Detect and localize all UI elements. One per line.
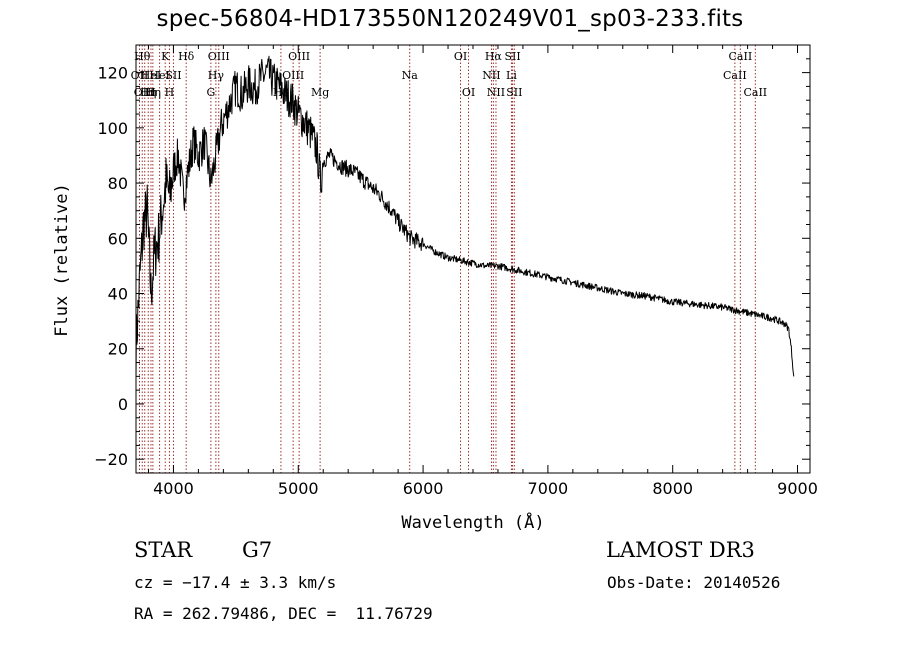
line-label-13: OIII bbox=[208, 50, 230, 63]
axis-tick-labels: 4000 5000 6000 7000 8000 9000 −20 0 20 40 60 80 100 1… bbox=[94, 64, 818, 498]
line-label-29: CaII bbox=[743, 86, 767, 99]
survey-name: LAMOST DR3 bbox=[606, 538, 755, 562]
line-label-18: Na bbox=[402, 69, 419, 82]
object-type: STAR bbox=[134, 538, 193, 562]
line-label-21: NII bbox=[482, 69, 500, 82]
spectrum-title: spec-56804-HD173550N120249V01_sp03-233.f… bbox=[156, 6, 744, 32]
x-tick-label-1: 5000 bbox=[278, 479, 319, 498]
x-tick-label-0: 4000 bbox=[153, 479, 194, 498]
line-label-26: SII bbox=[506, 86, 522, 99]
line-label-9: SII bbox=[165, 69, 181, 82]
line-label-2: OIII bbox=[134, 86, 156, 99]
line-label-5: Hη bbox=[145, 86, 161, 99]
spectrum-line bbox=[135, 55, 795, 380]
obs-date: Obs-Date: 20140526 bbox=[607, 573, 781, 592]
line-label-7: K bbox=[161, 50, 170, 63]
line-label-10: Hδ bbox=[178, 50, 195, 63]
y-tick-label-2: 20 bbox=[108, 340, 128, 359]
line-label-14: Hβ bbox=[273, 86, 289, 99]
line-label-17: Mg bbox=[311, 86, 329, 99]
axis-ticks bbox=[136, 45, 810, 473]
line-label-1: OII bbox=[131, 69, 149, 82]
plot-frame bbox=[135, 44, 811, 474]
line-label-28: CaII bbox=[729, 50, 753, 63]
line-label-6: HeI bbox=[149, 69, 169, 82]
y-axis-label: Flux (relative) bbox=[52, 183, 72, 337]
x-tick-label-5: 9000 bbox=[777, 479, 818, 498]
x-tick-label-3: 7000 bbox=[528, 479, 569, 498]
line-label-4: HeI bbox=[141, 69, 161, 82]
coordinates-readout: RA = 262.79486, DEC = 11.76729 bbox=[134, 604, 433, 623]
y-tick-label-6: 100 bbox=[97, 119, 128, 138]
x-axis-label: Wavelength (Å) bbox=[401, 511, 544, 533]
line-label-24: Li bbox=[506, 69, 517, 82]
redshift-readout: cz = −17.4 ± 3.3 km/s bbox=[134, 573, 337, 592]
y-tick-label-5: 80 bbox=[108, 174, 128, 193]
line-label-15: OIII bbox=[282, 69, 304, 82]
line-labels: HθOIIOIIIHηHeIHηHeIKHSIIHδGHγOIIIHβOIIIO… bbox=[131, 50, 768, 99]
line-label-22: Hα bbox=[485, 50, 503, 63]
y-tick-label-7: 120 bbox=[97, 64, 128, 83]
line-label-20: OI bbox=[462, 86, 475, 99]
x-tick-label-4: 8000 bbox=[652, 479, 693, 498]
y-tick-label-3: 40 bbox=[108, 285, 128, 304]
line-label-12: Hγ bbox=[208, 69, 225, 82]
y-tick-label-0: −20 bbox=[94, 450, 128, 469]
x-tick-label-2: 6000 bbox=[403, 479, 444, 498]
line-label-27: CaII bbox=[723, 69, 747, 82]
line-label-23: NII bbox=[487, 86, 505, 99]
line-label-11: G bbox=[206, 86, 215, 99]
line-label-25: SII bbox=[504, 50, 520, 63]
y-tick-label-1: 0 bbox=[118, 395, 128, 414]
line-label-16: OIII bbox=[288, 50, 310, 63]
y-tick-label-4: 60 bbox=[108, 229, 128, 248]
spectral-class: G7 bbox=[242, 538, 273, 562]
line-label-19: OI bbox=[454, 50, 467, 63]
line-label-8: H bbox=[165, 86, 175, 99]
line-label-0: Hθ bbox=[134, 50, 151, 63]
line-label-3: Hη bbox=[140, 86, 156, 99]
